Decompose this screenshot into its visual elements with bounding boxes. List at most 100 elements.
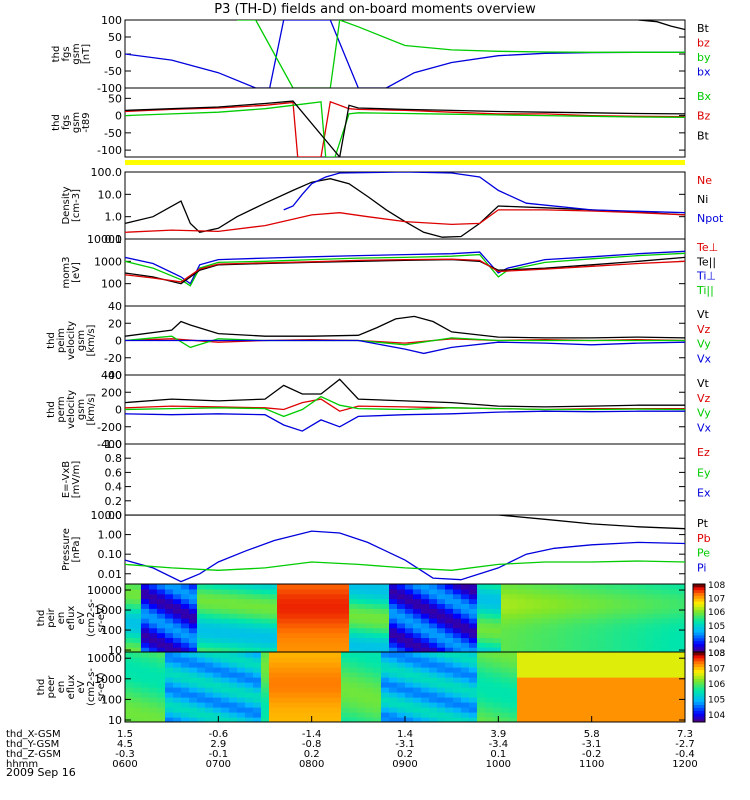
spectrogram-cell	[261, 687, 270, 693]
spectrogram-cell	[301, 707, 310, 713]
spectrogram-cell	[453, 637, 462, 643]
spectrogram-cell	[477, 677, 486, 683]
spectrogram-cell	[405, 584, 414, 590]
spectrogram-cell	[373, 588, 382, 595]
spectrogram-cell	[389, 598, 398, 605]
y-tick-label: 20	[108, 317, 122, 330]
spectrogram-cell	[333, 707, 342, 713]
spectrogram-cell	[517, 692, 526, 698]
spectrogram-cell	[605, 608, 614, 614]
spectrogram-cell	[181, 677, 190, 683]
spectrogram-cell	[501, 632, 510, 639]
spectrogram-cell	[517, 618, 526, 624]
spectrogram-cell	[309, 667, 318, 673]
spectrogram-cell	[445, 652, 454, 658]
spectrogram-cell	[645, 672, 654, 678]
spectrogram-cell	[621, 637, 630, 643]
spectrogram-cell	[301, 652, 310, 658]
spectrogram-cell	[181, 598, 190, 605]
y-tick-label: -100	[97, 82, 122, 95]
spectrogram-cell	[653, 707, 662, 713]
spectrogram-cell	[365, 712, 374, 718]
spectrogram-cell	[277, 707, 286, 713]
spectrogram-cell	[269, 627, 278, 634]
spectrogram-cell	[197, 603, 206, 609]
spectrogram-cell	[453, 672, 462, 678]
spectrogram-cell	[469, 642, 478, 648]
spectrogram-cell	[413, 652, 422, 658]
spectrogram-cell	[509, 707, 518, 713]
spectrogram-cell	[541, 717, 550, 722]
spectrogram-cell	[589, 588, 598, 595]
spectrogram-cell	[445, 657, 454, 663]
x-row-value: -0.4	[675, 749, 695, 760]
spectrogram-cell	[349, 682, 358, 688]
spectrogram-cell	[293, 682, 302, 688]
spectrogram-cell	[229, 618, 238, 624]
spectrogram-cell	[253, 662, 262, 668]
series-line-Npot	[283, 172, 685, 214]
spectrogram-cell	[365, 702, 374, 708]
spectrogram-cell	[277, 672, 286, 678]
spectrogram-cell	[421, 707, 430, 713]
spectrogram-cell	[669, 682, 678, 688]
colorbar-cell	[693, 707, 705, 711]
spectrogram-cell	[653, 697, 662, 703]
legend-label: Bt	[697, 129, 710, 142]
spectrogram-cell	[421, 632, 430, 639]
spectrogram-cell	[517, 632, 526, 639]
spectrogram-cell	[421, 618, 430, 624]
spectrogram-cell	[429, 608, 438, 614]
spectrogram-cell	[389, 632, 398, 639]
spectrogram-cell	[245, 662, 254, 668]
spectrogram-cell	[165, 707, 174, 713]
spectrogram-cell	[541, 622, 550, 629]
spectrogram-cell	[205, 662, 214, 668]
spectrogram-cell	[421, 598, 430, 605]
spectrogram-cell	[301, 717, 310, 722]
spectrogram-cell	[653, 662, 662, 668]
spectrogram-cell	[533, 613, 542, 619]
spectrogram-cell	[669, 588, 678, 595]
plot-title: P3 (TH-D) fields and on-board moments ov…	[214, 2, 536, 17]
spectrogram-cell	[637, 717, 646, 722]
spectrogram-cell	[437, 677, 446, 683]
spectrogram-cell	[453, 588, 462, 595]
spectrogram-cell	[605, 647, 614, 652]
spectrogram-cell	[589, 642, 598, 648]
colorbar-cell	[693, 632, 705, 636]
spectrogram-cell	[525, 637, 534, 643]
spectrogram-cell	[453, 657, 462, 663]
spectrogram-cell	[493, 702, 502, 708]
spectrogram-cell	[341, 593, 350, 600]
spectrogram-cell	[445, 637, 454, 643]
spectrogram-cell	[669, 637, 678, 643]
spectrogram-cell	[317, 682, 326, 688]
spectrogram-cell	[509, 627, 518, 634]
spectrogram-cell	[389, 712, 398, 718]
spectrogram-cell	[525, 657, 534, 663]
spectrogram-cell	[437, 603, 446, 609]
spectrogram-cell	[509, 608, 518, 614]
spectrogram-cell	[421, 682, 430, 688]
spectrogram-cell	[557, 672, 566, 678]
series-line-Pe	[125, 560, 685, 571]
spectrogram-cell	[325, 627, 334, 634]
spectrogram-cell	[477, 637, 486, 643]
spectrogram-cell	[197, 662, 206, 668]
spectrogram-cell	[397, 627, 406, 634]
spectrogram-cell	[437, 652, 446, 658]
spectrogram-cell	[549, 642, 558, 648]
spectrogram-cell	[565, 642, 574, 648]
spectrogram-cell	[573, 707, 582, 713]
spectrogram-cell	[253, 682, 262, 688]
spectrogram-cell	[637, 584, 646, 590]
spectrogram-cell	[573, 642, 582, 648]
spectrogram-cell	[549, 667, 558, 673]
y-axis-label: sr-eV)	[96, 603, 107, 632]
spectrogram-cell	[661, 588, 670, 595]
spectrogram-cell	[237, 652, 246, 658]
spectrogram-cell	[477, 588, 486, 595]
spectrogram-cell	[253, 627, 262, 634]
spectrogram-cell	[125, 717, 134, 722]
